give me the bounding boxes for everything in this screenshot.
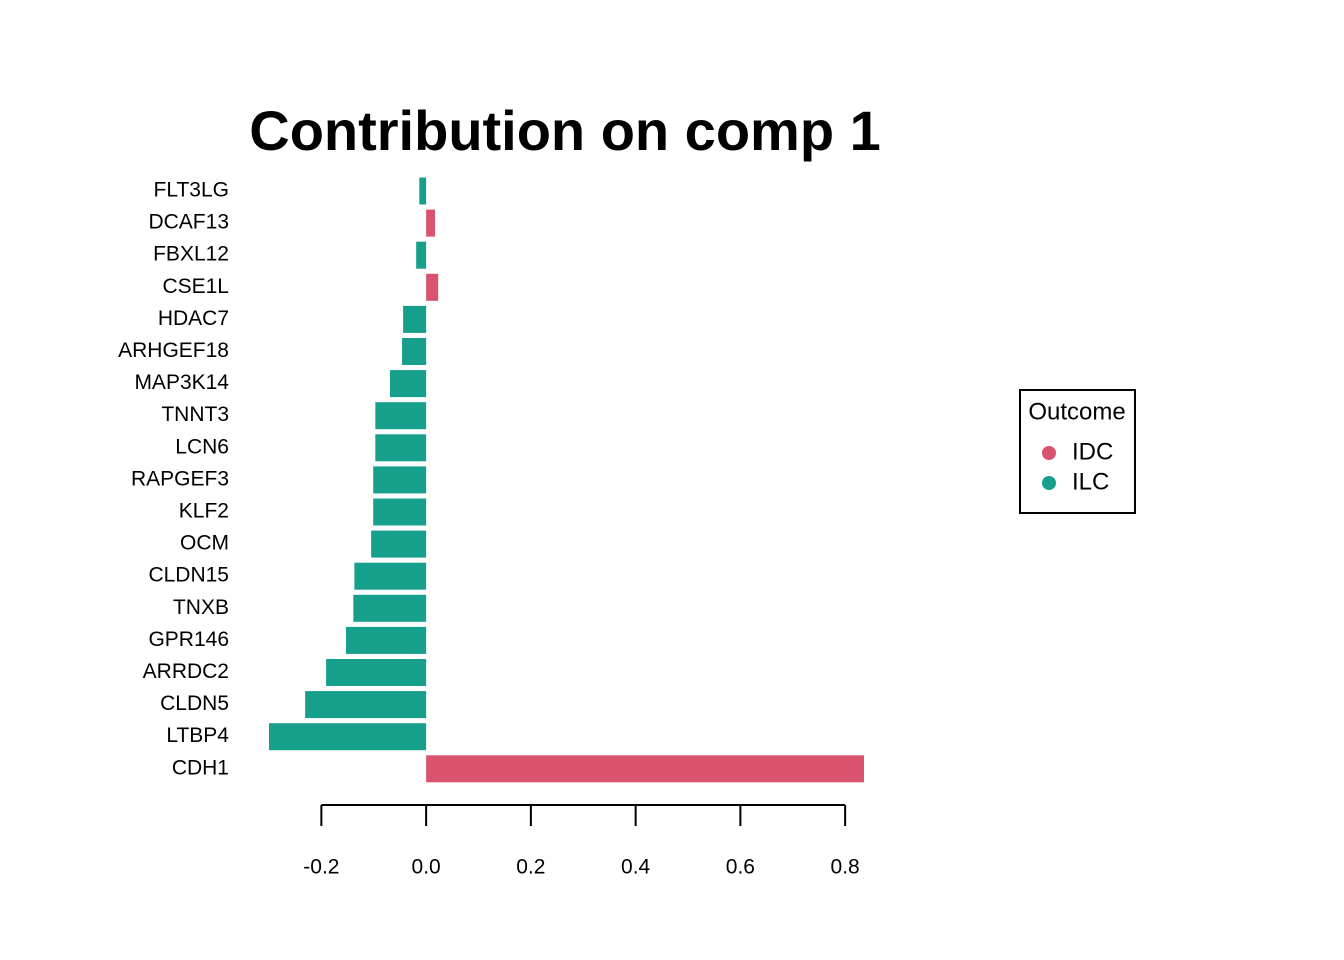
y-tick-label: FLT3LG [154,179,229,202]
legend-title: Outcome [1028,398,1125,425]
bar [416,241,427,269]
bar [426,273,439,301]
bar [426,755,864,783]
x-tick-label: 0.2 [516,856,545,879]
bar [269,723,427,751]
y-tick-label: LTBP4 [166,724,229,747]
y-tick-label: CLDN5 [160,692,229,715]
x-tick-label: 0.0 [412,856,441,879]
y-tick-label: LCN6 [175,435,229,458]
y-tick-label: CSE1L [162,275,229,298]
bar [373,466,427,494]
x-tick-label: 0.6 [726,856,755,879]
x-tick-label: 0.4 [621,856,651,879]
y-tick-label: GPR146 [148,628,229,651]
bar [402,338,427,365]
y-tick-label: DCAF13 [148,211,229,234]
bar [354,562,427,590]
x-tick-label: 0.8 [831,856,860,879]
bar [371,530,427,558]
legend-marker [1042,476,1056,490]
legend-marker [1042,446,1056,460]
bar [353,594,427,622]
y-tick-label: MAP3K14 [134,371,229,394]
legend-label: ILC [1072,468,1109,495]
y-tick-label: CLDN15 [148,564,229,587]
bar [373,498,427,526]
y-tick-label: FBXL12 [153,243,229,266]
bar [375,434,427,462]
y-tick-label: TNXB [173,596,229,619]
bar [375,402,427,430]
y-tick-label: HDAC7 [158,307,229,330]
y-tick-label: RAPGEF3 [131,467,229,490]
x-tick-label: -0.2 [303,856,339,879]
y-tick-label: TNNT3 [161,403,229,426]
y-tick-label: OCM [180,532,229,555]
bar [389,370,427,398]
y-tick-label: ARRDC2 [143,660,229,683]
y-tick-label: KLF2 [179,500,229,523]
bar [419,177,427,205]
bar [305,691,427,719]
legend-box [1019,389,1136,514]
bar [426,209,436,237]
y-tick-label: ARHGEF18 [118,339,229,362]
chart-title: Contribution on comp 1 [249,99,880,162]
bar [345,626,427,654]
bar [326,659,427,686]
bar [403,305,427,333]
legend-label: IDC [1072,438,1113,465]
y-tick-label: CDH1 [172,756,229,779]
